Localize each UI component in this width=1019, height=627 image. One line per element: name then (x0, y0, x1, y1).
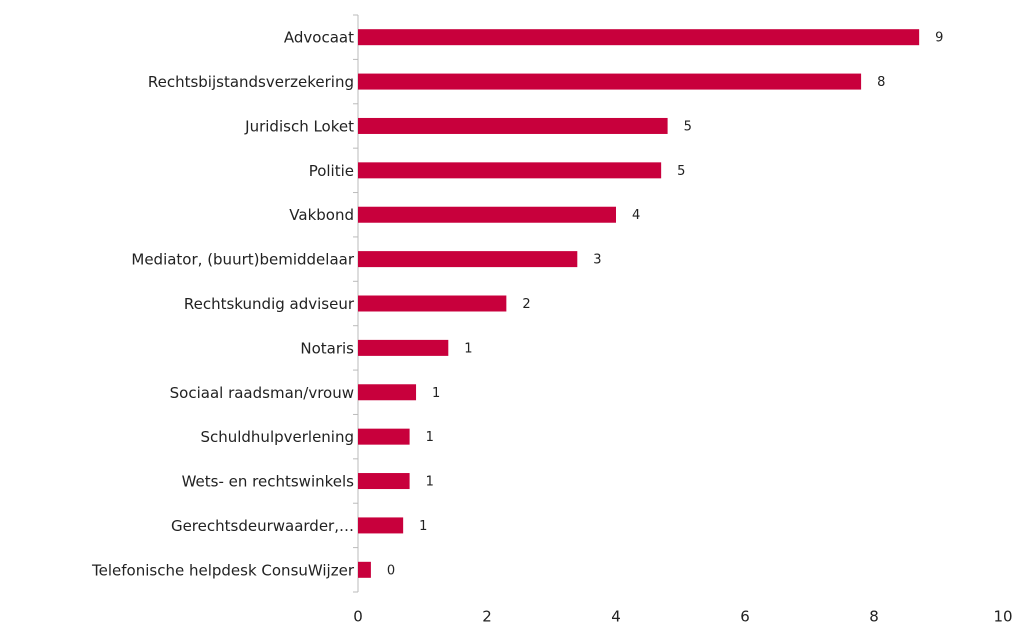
bar (358, 162, 662, 179)
value-label: 8 (877, 75, 885, 90)
category-label: Juridisch Loket (244, 117, 354, 135)
category-label: Rechtskundig adviseur (184, 295, 355, 313)
category-label: Telefonische helpdesk ConsuWijzer (91, 561, 355, 579)
value-label: 5 (684, 119, 692, 134)
bar (358, 561, 371, 578)
bar (358, 206, 616, 223)
category-label: Vakbond (289, 206, 354, 224)
category-label: Gerechtsdeurwaarder,… (171, 517, 354, 535)
bar (358, 251, 578, 268)
value-label: 1 (426, 475, 434, 490)
bar (358, 384, 417, 401)
category-label: Mediator, (buurt)bemiddelaar (131, 251, 354, 269)
category-label: Rechtsbijstandsverzekering (148, 73, 354, 91)
x-tick-label: 10 (993, 608, 1012, 626)
value-label: 1 (432, 386, 440, 401)
bar (358, 473, 410, 490)
bar (358, 428, 410, 445)
value-label: 0 (387, 563, 395, 578)
category-label: Schuldhulpverlening (200, 428, 354, 446)
value-label: 1 (419, 519, 427, 534)
value-label: 3 (593, 253, 601, 268)
value-label: 4 (632, 208, 640, 223)
x-tick-label: 6 (740, 608, 750, 626)
x-tick-label: 4 (611, 608, 621, 626)
bar (358, 339, 449, 356)
value-label: 5 (677, 164, 685, 179)
bar (358, 29, 920, 46)
value-label: 2 (522, 297, 530, 312)
category-label: Politie (309, 162, 354, 180)
value-label: 9 (935, 31, 943, 46)
x-tick-label: 2 (482, 608, 492, 626)
category-label: Wets- en rechtswinkels (182, 473, 355, 491)
bar (358, 517, 404, 534)
bar (358, 295, 507, 312)
bar (358, 73, 862, 90)
x-tick-label: 0 (353, 608, 363, 626)
category-label: Sociaal raadsman/vrouw (170, 384, 354, 402)
value-label: 1 (464, 341, 472, 356)
bar (358, 117, 668, 134)
category-label: Notaris (300, 339, 354, 357)
value-label: 1 (426, 430, 434, 445)
category-label: Advocaat (284, 29, 354, 47)
x-tick-label: 8 (869, 608, 879, 626)
